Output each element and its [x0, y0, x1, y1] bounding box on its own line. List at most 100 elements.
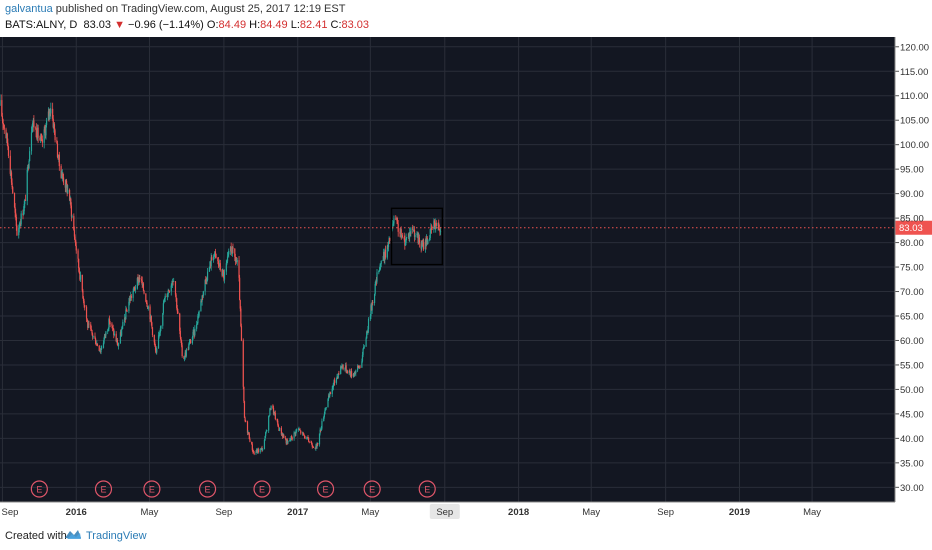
- candle-body: [362, 348, 364, 355]
- candle-body: [280, 427, 282, 435]
- price-change: −0.96 (−1.14%): [128, 19, 204, 31]
- candle-body: [308, 441, 310, 443]
- candle-body: [372, 302, 374, 304]
- candle-body: [218, 264, 220, 267]
- price-axis[interactable]: 120.00 115.00 110.00 105.00 100.00 95.00 90.00…: [894, 37, 929, 502]
- price-tick-label: 120.00: [900, 42, 929, 53]
- candle-body: [274, 412, 276, 414]
- candle-body: [70, 198, 72, 206]
- candle-body: [344, 368, 346, 370]
- tradingview-brand-link[interactable]: TradingView: [86, 530, 147, 542]
- candle-body: [367, 318, 370, 330]
- candle-body: [202, 295, 204, 297]
- price-tick-label: 105.00: [900, 116, 929, 127]
- candle-body: [325, 407, 327, 409]
- candle-body: [265, 432, 267, 437]
- candle-body: [240, 326, 243, 341]
- candle-body: [340, 366, 342, 374]
- candle-body: [320, 428, 322, 431]
- candle-body: [65, 180, 67, 188]
- candle-body: [346, 370, 348, 372]
- candle-body: [327, 395, 330, 400]
- candle-body: [404, 239, 406, 246]
- candle-body: [193, 329, 195, 336]
- candle-body: [323, 413, 325, 417]
- candle-body: [251, 444, 253, 451]
- time-axis[interactable]: Sep 2016 May Sep 2017 May Sep 2018 May Sep 2019 May: [0, 501, 895, 519]
- price-tick-label: 85.00: [900, 214, 924, 225]
- candle-body: [332, 382, 335, 388]
- candle-body: [329, 392, 332, 395]
- candle-body: [60, 166, 62, 178]
- candle-body: [82, 297, 85, 302]
- candle-body: [370, 305, 373, 311]
- candle-body: [269, 408, 271, 416]
- candle-body: [111, 325, 114, 328]
- candle-body: [384, 249, 386, 260]
- symbol-line: BATS:ALNY, D 83.03 ▼ −0.96 (−1.14%) O:84…: [5, 19, 369, 31]
- candle-body: [255, 452, 257, 454]
- candle-body: [49, 109, 51, 116]
- candle-body: [113, 329, 115, 336]
- candle-body: [142, 283, 144, 285]
- channel-drawing[interactable]: [390, 207, 444, 266]
- candle-body: [104, 334, 106, 336]
- candle-body: [107, 328, 109, 331]
- publisher-name[interactable]: galvantua: [5, 3, 53, 15]
- candle-body: [403, 236, 405, 240]
- candle-body: [213, 254, 215, 257]
- candle-body: [116, 339, 118, 342]
- earnings-marker-label: E: [205, 485, 211, 495]
- close-value: 83.03: [341, 19, 370, 31]
- publish-line: galvantua published on TradingView.com, …: [5, 3, 345, 15]
- candle-body: [128, 301, 130, 312]
- candle-body: [133, 287, 135, 292]
- candle-body: [79, 272, 81, 280]
- candle-body: [96, 343, 98, 345]
- candle-body: [226, 256, 229, 262]
- chart-header: galvantua published on TradingView.com, …: [0, 0, 932, 37]
- candle-body: [41, 139, 43, 143]
- candle-body: [122, 322, 124, 326]
- candle-body: [413, 230, 416, 237]
- candle-body: [103, 338, 105, 343]
- candle-body: [137, 278, 139, 279]
- candle-body: [287, 441, 289, 443]
- candle-body: [44, 129, 46, 131]
- candle-body: [111, 323, 113, 326]
- candle-body: [281, 434, 284, 437]
- candle-body: [146, 302, 148, 307]
- candle-body: [1, 116, 4, 120]
- candle-body: [150, 315, 152, 323]
- candle-body: [251, 441, 253, 445]
- candle-body: [291, 436, 293, 439]
- candle-body: [335, 378, 338, 383]
- candle-body: [40, 137, 42, 139]
- candle-body: [189, 340, 191, 343]
- candle-body: [323, 416, 325, 421]
- candle-body: [79, 274, 82, 280]
- candle-body: [397, 223, 399, 232]
- candle-body: [162, 303, 164, 314]
- candle-body: [94, 335, 96, 339]
- low-value: 82.41: [299, 19, 328, 31]
- candle-body: [99, 350, 102, 353]
- candle-body: [435, 223, 437, 226]
- candle-body: [421, 244, 423, 249]
- candle-body: [340, 366, 342, 368]
- candle-body: [18, 226, 20, 228]
- candle-body: [268, 415, 270, 417]
- candle-body: [243, 401, 246, 418]
- candle-body: [98, 345, 100, 351]
- candle-body: [404, 242, 407, 246]
- candle-body: [316, 442, 318, 448]
- candle-body: [32, 122, 34, 127]
- candle-body: [312, 446, 314, 448]
- candle-body: [3, 125, 5, 130]
- candle-body: [416, 233, 418, 236]
- candle-body: [358, 366, 360, 368]
- candle-body: [180, 340, 183, 346]
- candle-body: [388, 237, 390, 242]
- candle-body: [180, 337, 182, 341]
